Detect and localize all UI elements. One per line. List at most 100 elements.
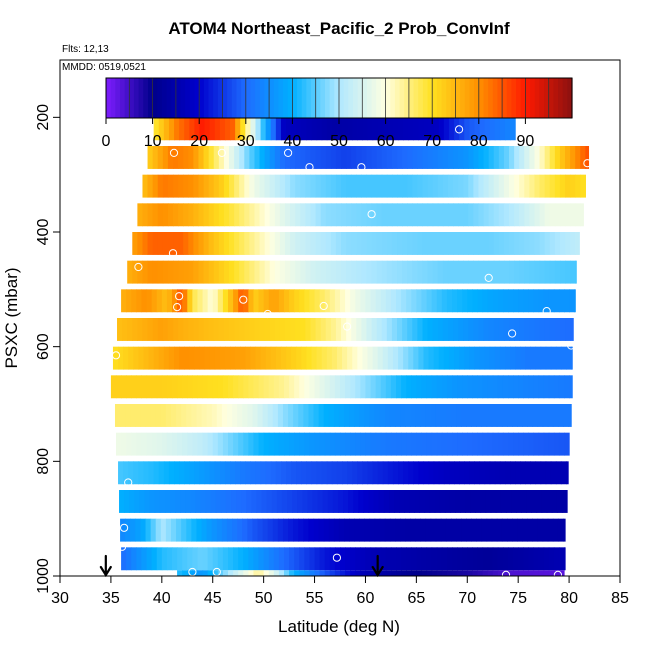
heatmap-cell	[204, 346, 211, 370]
heatmap-cell	[495, 490, 502, 513]
heatmap-cell	[134, 490, 141, 513]
heatmap-cell	[183, 203, 189, 227]
down-arrow-icon	[371, 554, 384, 578]
heatmap-cell	[237, 404, 243, 427]
heatmap-cell	[215, 490, 222, 513]
heatmap-cell	[306, 461, 313, 485]
heatmap-cell	[389, 518, 396, 542]
heatmap-cell	[553, 375, 560, 399]
dates-label: MMDD: 0519,0521	[62, 62, 146, 73]
heatmap-cell	[296, 346, 302, 370]
heatmap-cell	[437, 146, 444, 169]
heatmap-cell	[497, 375, 504, 399]
heatmap-cell	[141, 375, 148, 399]
heatmap-cell	[188, 260, 194, 284]
heatmap-cell	[294, 547, 300, 571]
heatmap-cell	[316, 117, 323, 141]
heatmap-cell	[539, 318, 546, 341]
heatmap-cell	[482, 432, 489, 456]
heatmap-cell	[244, 260, 250, 284]
heatmap-cell	[493, 260, 500, 284]
heatmap-cell	[425, 404, 432, 427]
heatmap-cell	[430, 404, 437, 427]
heatmap-cell	[329, 547, 336, 571]
colorbar-swatch	[106, 78, 112, 118]
heatmap-cell	[324, 289, 331, 313]
heatmap-cell	[168, 346, 175, 370]
heatmap-cell	[264, 260, 271, 284]
heatmap-cell	[417, 318, 424, 341]
heatmap-cell	[268, 289, 275, 313]
heatmap-cell	[569, 375, 573, 399]
heatmap-cell	[538, 570, 545, 576]
heatmap-cell	[213, 174, 220, 198]
heatmap-cell	[569, 289, 575, 313]
colorbar-swatch	[110, 78, 116, 118]
heatmap-cell	[530, 461, 537, 485]
heatmap-cell	[259, 146, 266, 169]
heatmap-cell	[249, 203, 256, 227]
heatmap-cell	[385, 547, 392, 571]
y-tick-label: 200	[35, 104, 52, 131]
x-tick-label: 60	[357, 590, 375, 607]
heatmap-cell	[313, 404, 320, 427]
heatmap-cell	[372, 346, 379, 370]
heatmap-cell	[257, 404, 264, 427]
heatmap-cell	[314, 375, 321, 399]
heatmap-cell	[459, 346, 465, 370]
heatmap-cell	[234, 146, 240, 169]
heatmap-cell	[121, 432, 127, 456]
observation-marker	[542, 307, 551, 316]
heatmap-cell	[498, 174, 505, 198]
observation-marker	[134, 262, 143, 272]
heatmap-cell	[489, 461, 496, 485]
heatmap-cell	[565, 174, 571, 198]
heatmap-cell	[412, 232, 418, 255]
colorbar-swatch	[180, 78, 186, 118]
colorbar-swatch	[399, 78, 405, 118]
heatmap-cell	[142, 260, 149, 284]
heatmap-cell	[204, 117, 211, 141]
heatmap-cell	[142, 203, 149, 227]
heatmap-cell	[454, 461, 460, 485]
heatmap-cell	[341, 260, 347, 284]
heatmap-cell	[120, 518, 126, 542]
heatmap-cell	[341, 174, 347, 198]
heatmap-cell	[365, 375, 372, 399]
heatmap-cell	[144, 490, 151, 513]
heatmap-cell	[492, 375, 499, 399]
heatmap-cell	[446, 289, 453, 313]
heatmap-cell	[248, 289, 255, 313]
heatmap-cell	[549, 260, 556, 284]
heatmap-cell	[350, 432, 356, 456]
heatmap-cell	[549, 232, 556, 255]
heatmap-cell	[179, 461, 185, 485]
heatmap-cell	[251, 490, 258, 513]
heatmap-cell	[355, 547, 361, 571]
heatmap-cell	[253, 432, 260, 456]
heatmap-cell	[332, 490, 339, 513]
heatmap-cell	[163, 461, 170, 485]
heatmap-cell	[442, 174, 449, 198]
heatmap-cell	[379, 518, 386, 542]
heatmap-cell	[240, 117, 246, 141]
heatmap-cell	[380, 432, 387, 456]
heatmap-cell	[375, 289, 382, 313]
heatmap-cell	[453, 174, 459, 198]
heatmap-cell	[174, 461, 180, 485]
heatmap-cell	[324, 375, 331, 399]
heatmap-cell	[462, 570, 468, 576]
heatmap-cell	[393, 490, 400, 513]
heatmap-cell	[457, 432, 463, 456]
heatmap-cell	[497, 432, 504, 456]
heatmap-cell	[147, 260, 154, 284]
heatmap-cell	[136, 547, 143, 571]
heatmap-cell	[376, 318, 383, 341]
heatmap-cell	[367, 117, 374, 141]
heatmap-cell	[403, 346, 409, 370]
heatmap-cell	[209, 346, 216, 370]
heatmap-cell	[368, 490, 375, 513]
heatmap-cell	[192, 570, 199, 576]
heatmap-cell	[152, 146, 159, 169]
